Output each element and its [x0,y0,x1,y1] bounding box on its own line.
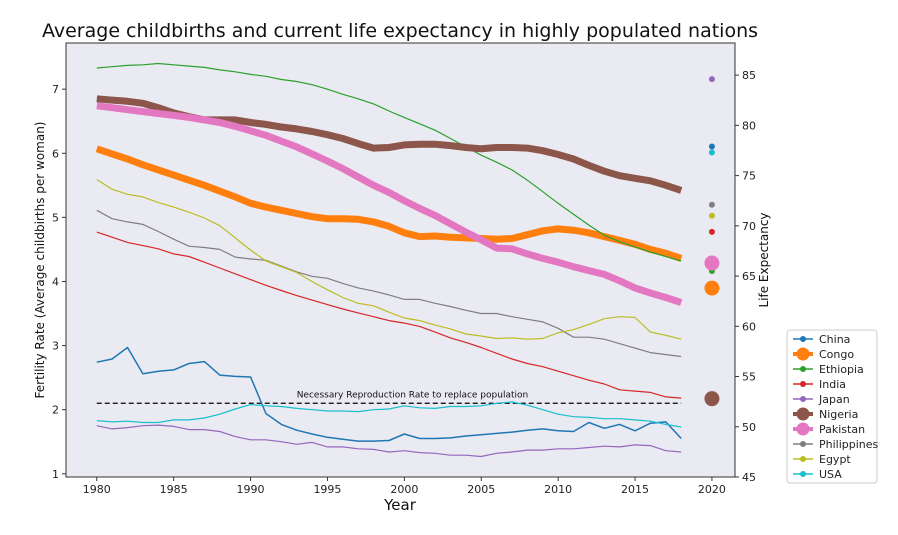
legend-swatch-marker [800,381,806,387]
legend-swatch-marker [796,347,810,361]
legend-label-india: India [819,378,846,391]
legend-swatch-marker [800,471,806,477]
x-tick-label: 2000 [390,483,418,496]
y2-tick-label: 50 [742,421,756,434]
y-tick-label: 1 [52,468,59,481]
chart-title: Average childbirths and current life exp… [42,20,758,42]
life-expectancy-point-congo [704,280,720,296]
x-tick-label: 2005 [467,483,495,496]
x-tick-label: 2010 [544,483,572,496]
x-tick-label: 1980 [83,483,111,496]
life-expectancy-point-egypt [708,212,715,219]
legend-swatch-marker [800,456,806,462]
series-line-india [96,231,682,399]
x-tick-label: 2015 [621,483,649,496]
x-tick-label: 1990 [237,483,265,496]
legend-label-japan: Japan [818,393,850,406]
legend-swatch-marker [796,422,810,436]
y2-tick-label: 60 [742,320,756,333]
life-expectancy-point-usa [708,149,715,156]
legend-label-china: China [819,333,850,346]
y-tick-label: 3 [52,340,59,353]
y2-tick-label: 55 [742,371,756,384]
series-line-ethiopia [96,62,682,262]
legend-label-egypt: Egypt [819,453,851,466]
legend: China Congo Ethiopia India Japan Nigeria Pakis… [786,329,879,484]
life-expectancy-point-nigeria [704,391,720,407]
y-tick-label: 5 [52,211,59,224]
legend-swatch-marker [800,336,806,342]
series-line-japan [96,424,682,458]
legend-label-usa: USA [819,468,842,481]
life-expectancy-point-pakistan [704,255,720,271]
y-tick-label: 6 [52,147,59,160]
series-line-congo [95,145,683,262]
y2-tick-label: 80 [742,119,756,132]
y2-tick-label: 65 [742,270,756,283]
y2-tick-label: 75 [742,170,756,183]
series-line-usa [96,401,682,428]
x-tick-label: 1985 [160,483,188,496]
y-tick-label: 2 [52,404,59,417]
legend-swatch-marker [800,396,806,402]
legend-label-nigeria: Nigeria [819,408,858,421]
life-expectancy-point-india [708,228,715,235]
legend-swatch-marker [800,441,806,447]
y-axis-label: Fertility Rate (Average childbirths per … [33,122,47,399]
y-tick-label: 4 [52,275,59,288]
series-line-china [96,346,682,442]
y2-axis-label: Life Expectancy [757,212,771,307]
series-line-egypt [96,178,682,340]
y-tick-label: 7 [52,83,59,96]
legend-label-ethiopia: Ethiopia [819,363,864,376]
series-line-philippines [96,209,682,358]
life-expectancy-point-china [708,143,715,150]
life-expectancy-point-japan [708,76,715,83]
series-line-pakistan [96,102,683,306]
legend-swatch-marker [796,407,810,421]
legend-label-congo: Congo [819,348,854,361]
y2-tick-label: 70 [742,220,756,233]
y2-tick-label: 45 [742,471,756,484]
x-tick-label: 2020 [698,483,726,496]
legend-swatch-marker [800,366,806,372]
y2-tick-label: 85 [742,69,756,82]
legend-label-philippines: Philippines [819,438,879,451]
x-axis-label: Year [383,496,417,514]
x-tick-label: 1995 [313,483,341,496]
reference-line-label: Necessary Reproduction Rate to replace p… [297,390,529,400]
life-expectancy-point-philippines [708,201,715,208]
legend-label-pakistan: Pakistan [819,423,865,436]
